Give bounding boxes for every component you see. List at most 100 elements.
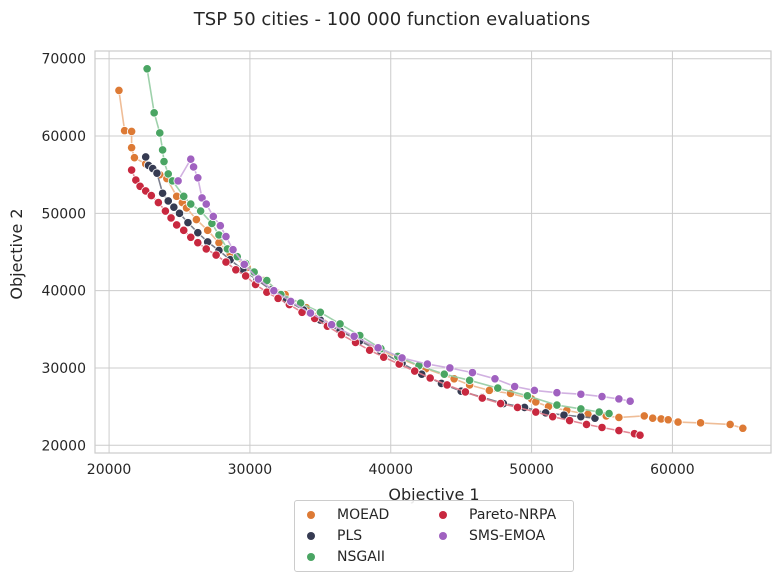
point-sms-emoa [239, 259, 249, 269]
legend-item-pls: PLS [295, 528, 362, 544]
point-sms-emoa [326, 320, 337, 330]
point-pareto-nrpa [127, 165, 137, 175]
x-axis-label: Objective 1 [388, 485, 479, 504]
point-pareto-nrpa [460, 387, 470, 397]
legend-item-nsgaii: NSGAII [295, 549, 385, 565]
point-sms-emoa [201, 199, 211, 209]
point-moead [129, 153, 140, 163]
legend-marker-pareto-nrpa [439, 511, 447, 519]
point-sms-emoa [445, 363, 455, 373]
y-tick-label: 40000 [41, 284, 86, 300]
point-pareto-nrpa [531, 407, 541, 417]
point-nsgaii [493, 383, 503, 393]
point-nsgaii [158, 145, 168, 155]
point-pareto-nrpa [635, 430, 645, 440]
point-pareto-nrpa [565, 415, 575, 426]
point-pareto-nrpa [231, 265, 241, 275]
point-pareto-nrpa [146, 190, 156, 201]
point-moead [695, 418, 706, 428]
point-sms-emoa [208, 211, 218, 222]
y-tick-label: 30000 [41, 361, 86, 377]
point-moead [648, 413, 658, 423]
point-pareto-nrpa [221, 257, 231, 267]
point-pareto-nrpa [193, 238, 203, 248]
x-tick-label: 50000 [509, 462, 554, 478]
legend-item-pareto-nrpa: Pareto-NRPA [427, 507, 556, 523]
legend-marker-moead [307, 511, 315, 519]
legend: MOEAD PLS NSGAII Pareto-NRPA SMS-EMOA [294, 500, 574, 572]
point-pls [590, 413, 600, 423]
point-nsgaii [604, 408, 614, 419]
chart-title: TSP 50 cities - 100 000 function evaluat… [193, 9, 590, 30]
point-nsgaii [155, 128, 165, 138]
legend-item-moead: MOEAD [295, 507, 389, 523]
point-pls [163, 196, 173, 206]
legend-marker-sms-emoa [439, 532, 447, 540]
point-pareto-nrpa [410, 366, 420, 376]
y-tick-label: 60000 [41, 129, 86, 145]
point-moead [639, 411, 649, 421]
point-sms-emoa [490, 374, 500, 384]
point-moead [114, 85, 124, 96]
point-nsgaii [552, 400, 562, 410]
point-sms-emoa [173, 176, 183, 186]
point-moead [127, 126, 137, 136]
point-sms-emoa [349, 331, 359, 341]
x-tick-label: 20000 [87, 462, 132, 478]
point-moead [725, 419, 735, 429]
legend-label-nsgaii: NSGAII [337, 549, 386, 565]
point-pls [193, 228, 203, 238]
point-sms-emoa [188, 162, 199, 172]
point-pareto-nrpa [241, 271, 251, 281]
point-pareto-nrpa [581, 419, 592, 429]
point-pareto-nrpa [211, 250, 221, 260]
point-sms-emoa [197, 193, 207, 203]
point-sms-emoa [529, 385, 540, 395]
point-pareto-nrpa [442, 380, 452, 390]
point-sms-emoa [597, 391, 607, 402]
point-nsgaii [439, 369, 449, 379]
point-nsgaii [142, 64, 152, 74]
point-sms-emoa [625, 396, 635, 406]
point-sms-emoa [510, 381, 520, 392]
tick-labels: 20000 30000 40000 50000 60000 20000 30000 40000… [41, 52, 694, 478]
point-pareto-nrpa [179, 225, 189, 235]
point-sms-emoa [552, 388, 562, 398]
point-nsgaii [465, 375, 475, 385]
point-sms-emoa [221, 231, 231, 242]
point-pls [152, 168, 162, 178]
legend-label-pareto-nrpa: Pareto-NRPA [469, 507, 557, 523]
point-pareto-nrpa [597, 422, 607, 433]
point-pareto-nrpa [131, 175, 141, 185]
point-nsgaii [186, 199, 196, 209]
point-moead [191, 214, 201, 225]
point-pareto-nrpa [425, 373, 435, 383]
plot-frame [94, 50, 772, 454]
plot-area [94, 50, 772, 454]
point-nsgaii [163, 169, 173, 179]
point-moead [203, 225, 213, 235]
point-pareto-nrpa [160, 206, 171, 216]
point-nsgaii [249, 267, 259, 277]
point-nsgaii [149, 108, 159, 118]
point-pareto-nrpa [548, 412, 558, 422]
point-pls [141, 152, 151, 162]
point-pareto-nrpa [201, 244, 211, 254]
point-moead [614, 412, 624, 423]
point-sms-emoa [397, 353, 407, 363]
point-sms-emoa [228, 245, 238, 255]
point-moead [484, 385, 494, 395]
grid [95, 51, 771, 453]
point-sms-emoa [286, 296, 296, 307]
point-pareto-nrpa [186, 232, 196, 242]
point-pls [183, 218, 193, 228]
x-tick-label: 30000 [228, 462, 273, 478]
point-pareto-nrpa [172, 220, 182, 230]
legend-marker-nsgaii [307, 553, 315, 561]
point-moead [663, 415, 673, 425]
point-nsgaii [315, 307, 325, 317]
point-sms-emoa [614, 394, 624, 404]
point-nsgaii [196, 206, 206, 216]
point-nsgaii [179, 191, 189, 201]
